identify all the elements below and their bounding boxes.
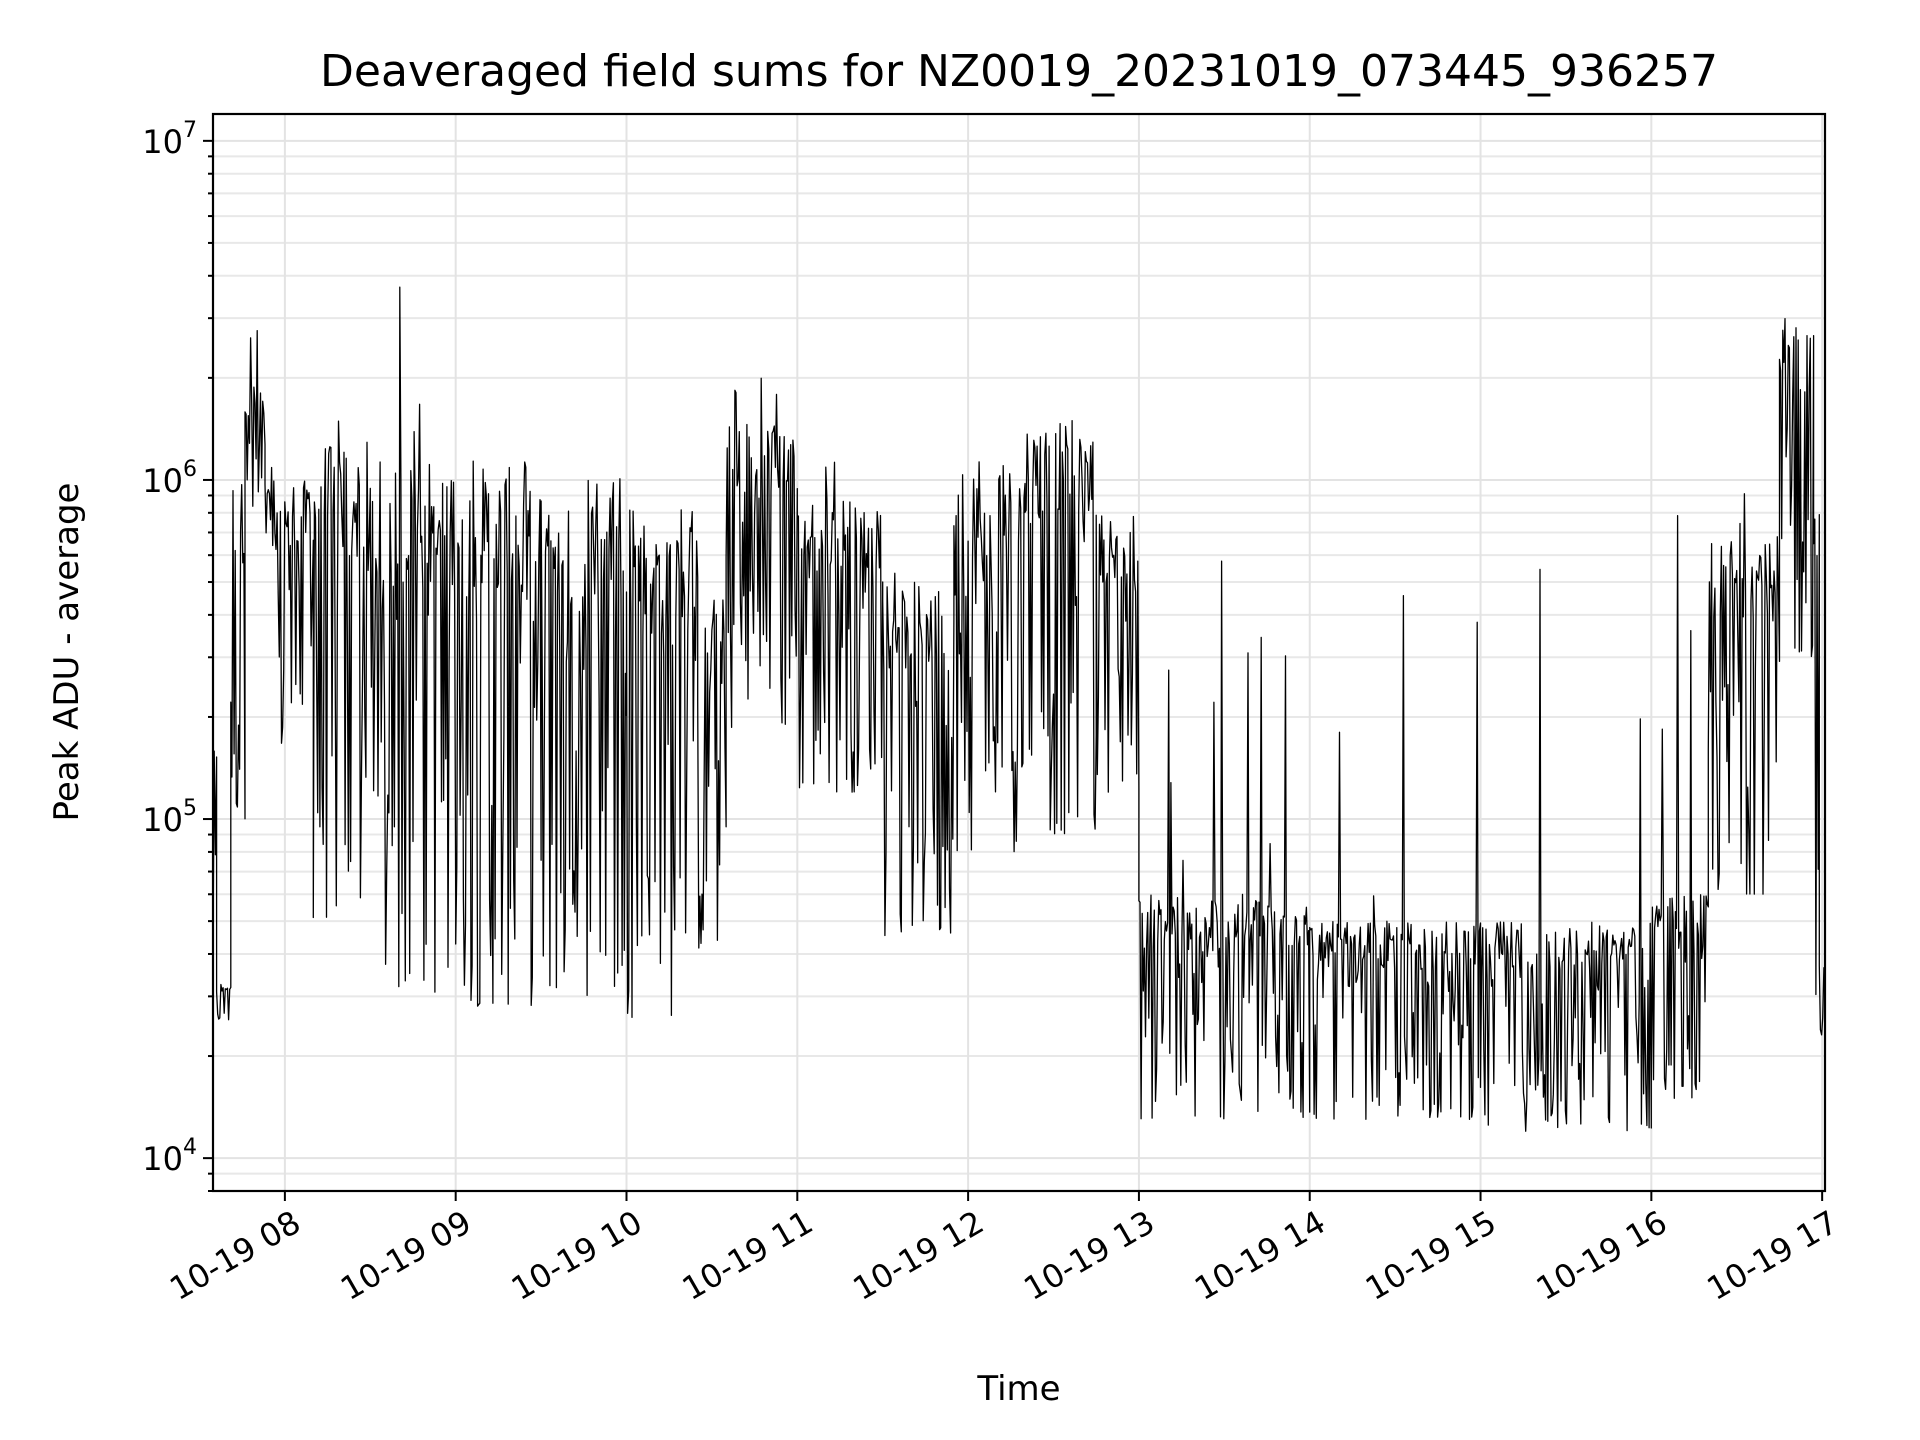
x-tick-label: 10-19 14 bbox=[1188, 1203, 1332, 1308]
x-tick-label: 10-19 10 bbox=[505, 1203, 649, 1308]
series-layer bbox=[212, 286, 1826, 1132]
y-tick-label: 107 bbox=[142, 118, 197, 161]
x-tick-label: 10-19 15 bbox=[1359, 1203, 1503, 1308]
x-tick-label: 10-19 11 bbox=[676, 1203, 820, 1308]
y-tick-label: 105 bbox=[142, 796, 197, 839]
x-tick-label: 10-19 09 bbox=[334, 1203, 478, 1308]
y-tick-label: 106 bbox=[142, 457, 197, 500]
x-axis: 10-19 08 10-19 09 10-19 10 10-19 11 10-19 12… bbox=[163, 1191, 1844, 1308]
series-line bbox=[212, 286, 1826, 1132]
x-tick-label: 10-19 13 bbox=[1017, 1203, 1161, 1308]
y-axis-label: Peak ADU - average bbox=[47, 483, 87, 822]
x-axis-label: Time bbox=[976, 1369, 1060, 1409]
x-tick-label: 10-19 17 bbox=[1701, 1203, 1845, 1308]
y-tick-label: 104 bbox=[142, 1135, 197, 1178]
x-tick-label: 10-19 08 bbox=[163, 1203, 307, 1308]
x-tick-label: 10-19 12 bbox=[847, 1203, 991, 1308]
x-tick-label: 10-19 16 bbox=[1530, 1203, 1674, 1308]
plot-frame bbox=[211, 112, 1827, 1193]
chart-title: Deaveraged field sums for NZ0019_2023101… bbox=[320, 46, 1718, 97]
y-axis: 104 105 106 107 bbox=[142, 118, 213, 1192]
